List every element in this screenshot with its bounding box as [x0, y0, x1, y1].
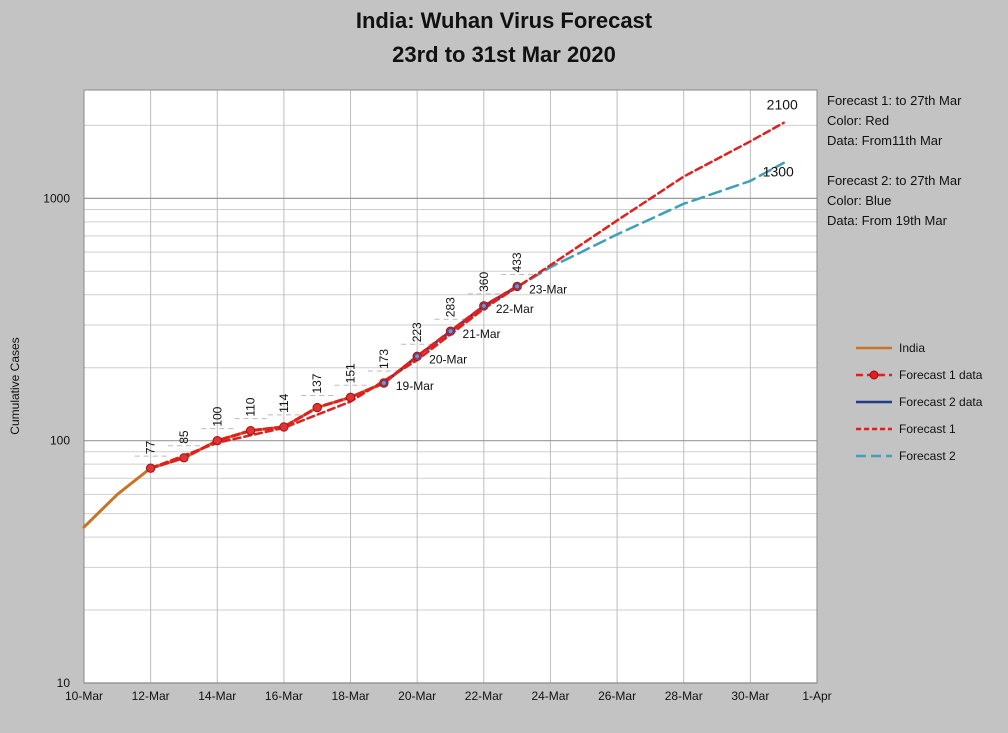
x-tick-label: 18-Mar: [332, 689, 370, 703]
forecast1-data-point: [179, 453, 189, 463]
legend-swatch-forecast2: [856, 454, 892, 458]
data-label: 173: [377, 349, 391, 369]
legend-swatch-india: [856, 346, 892, 350]
data-label: 137: [310, 373, 324, 393]
date-label: 22-Mar: [496, 302, 534, 316]
forecast1-data-point: [212, 435, 222, 446]
legend-label-forecast2-data: Forecast 2 data: [899, 395, 983, 409]
y-tick-label: 10: [57, 676, 71, 690]
chart-title: India: Wuhan Virus Forecast: [355, 8, 653, 33]
plot-area: [84, 90, 817, 683]
x-tick-label: 26-Mar: [598, 689, 636, 703]
chart-subtitle: 23rd to 31st Mar 2020: [392, 42, 616, 67]
plot-border: [83, 89, 818, 684]
forecast1-data-point: [279, 422, 289, 432]
forecast1-data-point: [345, 392, 356, 403]
data-label: 283: [444, 297, 458, 317]
legend-label-forecast1: Forecast 1: [899, 422, 956, 436]
note-forecast2-data: Data: From 19th Mar: [827, 213, 947, 228]
note-forecast2-color: Color: Blue: [827, 193, 892, 208]
forecast2-data-point: [480, 302, 487, 309]
legend-swatch-forecast1: [856, 427, 892, 431]
x-tick-label: 28-Mar: [665, 689, 703, 703]
date-label: 23-Mar: [529, 282, 567, 296]
data-label: 85: [177, 430, 191, 444]
data-label: 223: [410, 322, 424, 342]
note-forecast1-data: Data: From11th Mar: [827, 133, 943, 148]
date-label: 19-Mar: [396, 379, 434, 393]
legend-label-forecast2: Forecast 2: [899, 449, 956, 463]
forecast2-data-point: [447, 328, 454, 335]
data-label: 100: [210, 406, 224, 426]
legend-swatch-forecast1-data: [856, 370, 892, 380]
legend-label-india: India: [899, 341, 926, 355]
date-label: 21-Mar: [463, 327, 501, 341]
y-axis-label: Cumulative Cases: [8, 337, 22, 435]
endpoint-label-forecast1: 2100: [767, 96, 798, 112]
forecast2-data-point: [380, 379, 387, 386]
forecast1-data-point: [245, 425, 256, 436]
x-tick-label: 20-Mar: [398, 689, 436, 703]
data-label: 114: [277, 393, 291, 412]
data-label: 360: [477, 272, 491, 292]
forecast2-data-point: [514, 283, 521, 290]
x-tick-label: 10-Mar: [65, 689, 103, 703]
legend-label-forecast1-data: Forecast 1 data: [899, 368, 983, 382]
x-tick-label: 1-Apr: [802, 689, 831, 703]
note-forecast1-title: Forecast 1: to 27th Mar: [827, 93, 962, 108]
forecast1-data-point: [312, 402, 322, 413]
x-tick-label: 16-Mar: [265, 689, 303, 703]
y-tick-label: 100: [50, 434, 70, 448]
series-line-forecast-1-data: [149, 284, 519, 470]
y-tick-label: 1000: [43, 191, 70, 205]
note-forecast1-color: Color: Red: [827, 113, 890, 128]
forecast2-data-point: [414, 353, 421, 360]
data-label: 110: [244, 397, 258, 416]
legend-swatch-forecast2-data: [856, 400, 892, 404]
x-tick-label: 24-Mar: [531, 689, 569, 703]
x-tick-label: 22-Mar: [465, 689, 503, 703]
date-label: 20-Mar: [429, 352, 467, 366]
note-forecast2-title: Forecast 2: to 27th Mar: [827, 173, 962, 188]
endpoint-label-forecast2: 1300: [763, 164, 794, 180]
x-tick-label: 30-Mar: [731, 689, 769, 703]
data-label: 433: [510, 252, 524, 272]
x-tick-label: 14-Mar: [198, 689, 236, 703]
data-label: 77: [144, 441, 158, 455]
forecast1-data-point: [145, 463, 156, 473]
x-tick-label: 12-Mar: [132, 689, 170, 703]
data-label: 151: [344, 363, 358, 383]
